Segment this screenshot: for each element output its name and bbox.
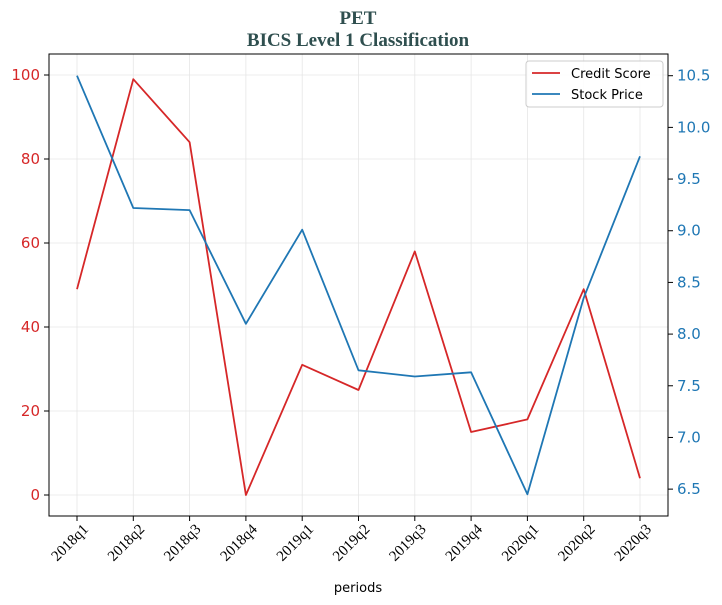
left-y-tick-label: 0 — [30, 486, 40, 504]
legend-box — [525, 60, 664, 108]
legend-label: Stock Price — [571, 88, 643, 103]
x-tick-label: 2019q4 — [443, 521, 486, 564]
x-tick-label: 2018q2 — [105, 522, 148, 565]
plot-lines — [76, 75, 641, 496]
right-y-tick-label: 6.5 — [677, 480, 701, 498]
right-y-tick-label: 8.0 — [677, 325, 701, 343]
x-axis: 2018q1 2018q2 2018q3 2018q4 2019q1 2019q2 2019… — [49, 516, 655, 565]
legend-label: Credit Score — [571, 67, 651, 82]
right-y-tick-label: 9.5 — [677, 170, 701, 188]
left-y-tick-label: 40 — [21, 318, 40, 336]
x-tick-label: 2018q4 — [218, 521, 261, 564]
x-tick-label: 2019q3 — [386, 522, 429, 565]
left-y-tick-label: 80 — [21, 150, 40, 168]
x-tick-label: 2020q1 — [499, 522, 542, 565]
x-tick-label: 2020q3 — [612, 522, 655, 565]
chart-subtitle: BICS Level 1 Classification — [247, 30, 470, 51]
chart-title: PET — [340, 8, 377, 29]
right-y-tick-label: 9.0 — [677, 222, 701, 240]
x-tick-label: 2019q2 — [330, 522, 373, 565]
right-y-tick-label: 7.5 — [677, 377, 701, 395]
left-y-tick-label: 20 — [21, 402, 40, 420]
right-y-tick-label: 7.0 — [677, 428, 701, 446]
x-tick-label: 2018q1 — [49, 522, 92, 565]
right-y-axis: 6.5 7.0 7.5 8.0 8.5 9.0 9.5 10.0 10.5 — [668, 67, 710, 498]
left-y-axis: 0 20 40 60 80 100 — [11, 66, 49, 504]
left-y-tick-label: 100 — [11, 66, 40, 84]
x-tick-label: 2019q1 — [274, 522, 317, 565]
x-axis-label: periods — [334, 581, 382, 596]
right-y-tick-label: 8.5 — [677, 273, 701, 291]
left-y-tick-label: 60 — [21, 234, 40, 252]
right-y-tick-label: 10.5 — [677, 67, 710, 85]
x-tick-label: 2018q3 — [161, 522, 204, 565]
series-line-credit-score — [76, 78, 641, 496]
series-line-stock-price — [76, 75, 641, 496]
x-tick-label: 2020q2 — [555, 522, 598, 565]
gridlines — [49, 54, 668, 516]
legend: Credit Score Stock Price — [525, 60, 664, 108]
right-y-tick-label: 10.0 — [677, 118, 710, 136]
